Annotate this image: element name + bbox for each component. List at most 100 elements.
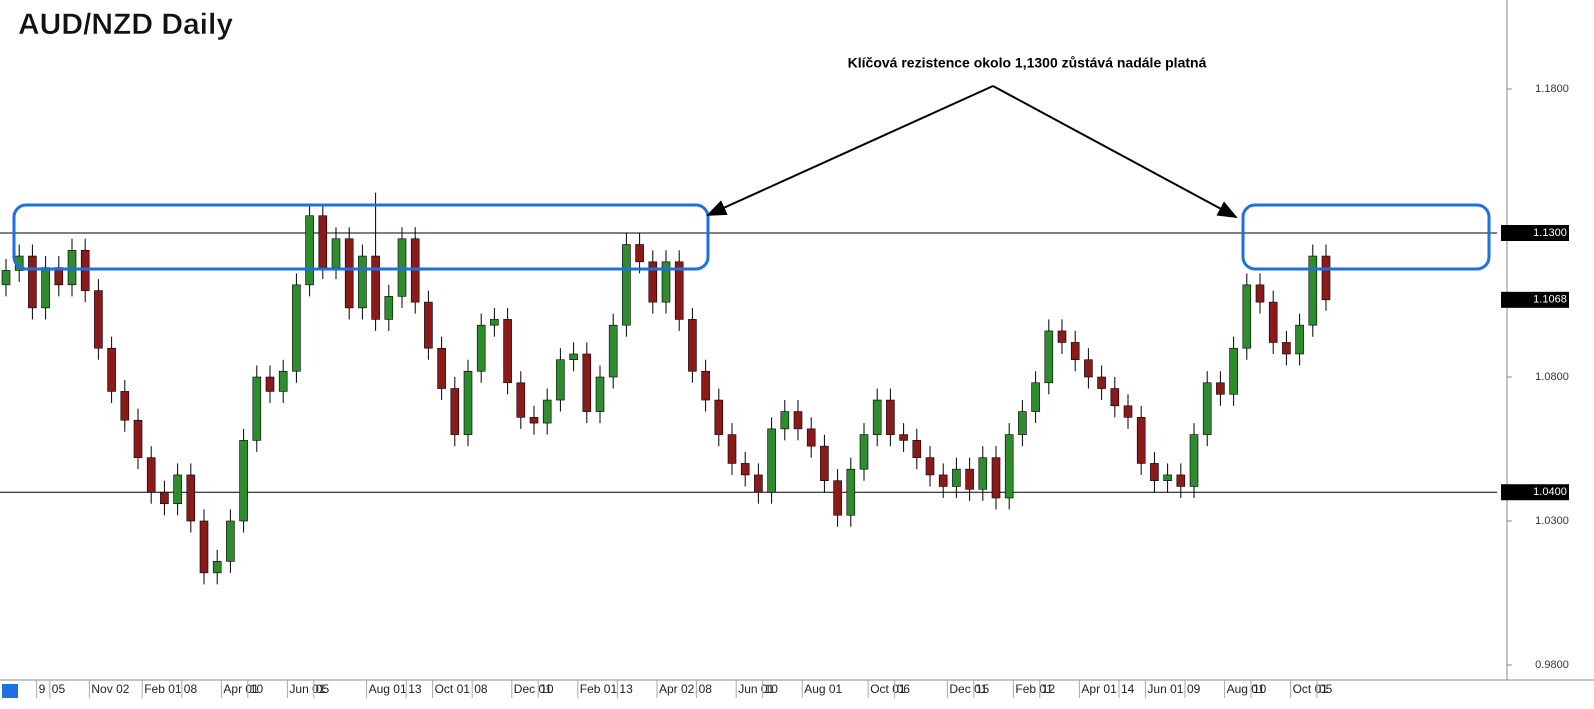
candle-body <box>292 284 301 372</box>
candle-body <box>978 457 988 490</box>
x-tick-label: Aug 01 <box>1227 682 1265 696</box>
x-tick-label: 9 <box>39 682 46 696</box>
candle-body <box>239 440 248 522</box>
candle-body <box>965 468 974 490</box>
candle-body <box>331 238 341 268</box>
candle-body <box>1308 255 1318 326</box>
x-tick-label: Aug 01 <box>804 682 842 696</box>
level-label: 1.1300 <box>1533 227 1567 239</box>
candle-body <box>872 399 882 435</box>
candle-body <box>305 215 314 286</box>
resistance-box <box>1241 203 1491 271</box>
x-tick-label: Jun 01 <box>289 682 325 696</box>
candle-body <box>1268 301 1278 343</box>
candle-body <box>107 347 116 392</box>
candle-body <box>1202 382 1212 435</box>
candle-body <box>212 561 222 574</box>
arrow <box>706 85 994 216</box>
candle-body <box>173 474 182 505</box>
candle-body <box>450 388 460 435</box>
candle-body <box>1229 347 1238 395</box>
candle-body <box>1084 359 1093 378</box>
candle-body <box>384 296 394 320</box>
candle-body <box>265 376 275 392</box>
candle-body <box>463 370 473 435</box>
candle-body <box>793 411 803 430</box>
candle-body <box>925 457 935 476</box>
x-tick-label: 15 <box>976 682 990 696</box>
candle-body <box>1044 330 1054 384</box>
x-tick-label: Oct 01 <box>870 682 906 696</box>
candle-body <box>806 428 816 447</box>
candle-body <box>1018 411 1027 435</box>
resistance-box <box>12 203 710 271</box>
x-tick-label: 14 <box>1121 682 1135 696</box>
candle-body <box>160 491 169 505</box>
candle-body <box>28 255 37 309</box>
candle-body <box>1321 255 1331 301</box>
x-tick-label: Feb 01 <box>144 682 182 696</box>
candle-body <box>661 261 671 303</box>
candle-body <box>701 370 710 401</box>
candle-body <box>358 255 367 309</box>
candle-body <box>582 353 592 412</box>
y-tick-label: 1.0300 <box>1535 515 1569 527</box>
x-tick-label: 08 <box>699 682 713 696</box>
x-tick-label: Nov 02 <box>91 682 129 696</box>
candle-body <box>912 440 922 458</box>
menu-icon[interactable] <box>2 684 18 698</box>
x-tick-label: Aug 01 <box>369 682 407 696</box>
candle-body <box>714 399 724 435</box>
x-tick-label: 10 <box>540 682 554 696</box>
candle-body <box>648 261 658 303</box>
chart-title: AUD/NZD Daily <box>18 8 233 41</box>
y-tick-label: 1.1800 <box>1535 83 1569 95</box>
candle-body <box>1070 342 1080 361</box>
candle-body <box>938 474 948 487</box>
x-tick-label: 10 <box>765 682 779 696</box>
candle-body <box>278 370 288 392</box>
candle-body <box>727 434 737 464</box>
x-tick-label: 13 <box>619 682 633 696</box>
x-tick-label: Apr 01 <box>1081 682 1117 696</box>
candle-body <box>859 434 869 470</box>
candle-body <box>146 457 156 493</box>
candle-body <box>318 215 328 268</box>
y-tick-label: 1.0800 <box>1535 371 1569 383</box>
candle-body <box>1163 474 1172 481</box>
candle-body <box>1004 434 1014 499</box>
x-tick-label: 05 <box>52 682 66 696</box>
candle-body <box>516 382 526 418</box>
x-tick-label: Dec 01 <box>514 682 552 696</box>
y-tick-label: 0.9800 <box>1535 659 1569 671</box>
x-tick-label: 05 <box>316 682 330 696</box>
candle-body <box>41 267 50 309</box>
candle-body <box>1123 405 1133 418</box>
candle-body <box>1282 342 1291 355</box>
candle-body <box>1189 434 1199 487</box>
candle-body <box>1255 284 1265 303</box>
candle-body <box>886 399 895 435</box>
x-tick-label: 08 <box>184 682 198 696</box>
arrow <box>992 85 1238 218</box>
x-tick-label: Jun 01 <box>738 682 774 696</box>
candle-body <box>595 376 605 412</box>
level-label: 1.0400 <box>1533 486 1567 498</box>
candle-body <box>1176 474 1186 487</box>
candle-body <box>556 359 565 401</box>
candle-body <box>952 468 961 487</box>
candle-body <box>1110 388 1120 407</box>
x-tick-label: 10 <box>1253 682 1267 696</box>
x-tick-label: Apr 01 <box>223 682 259 696</box>
candle-body <box>1136 417 1146 464</box>
candle-body <box>608 324 618 378</box>
candle-body <box>1097 376 1106 389</box>
x-tick-label: Apr 02 <box>659 682 695 696</box>
candle-body <box>94 290 103 349</box>
candle-body <box>688 319 697 372</box>
candle-body <box>186 474 196 522</box>
candle-body <box>780 411 790 430</box>
x-tick-label: Jun 01 <box>1147 682 1183 696</box>
